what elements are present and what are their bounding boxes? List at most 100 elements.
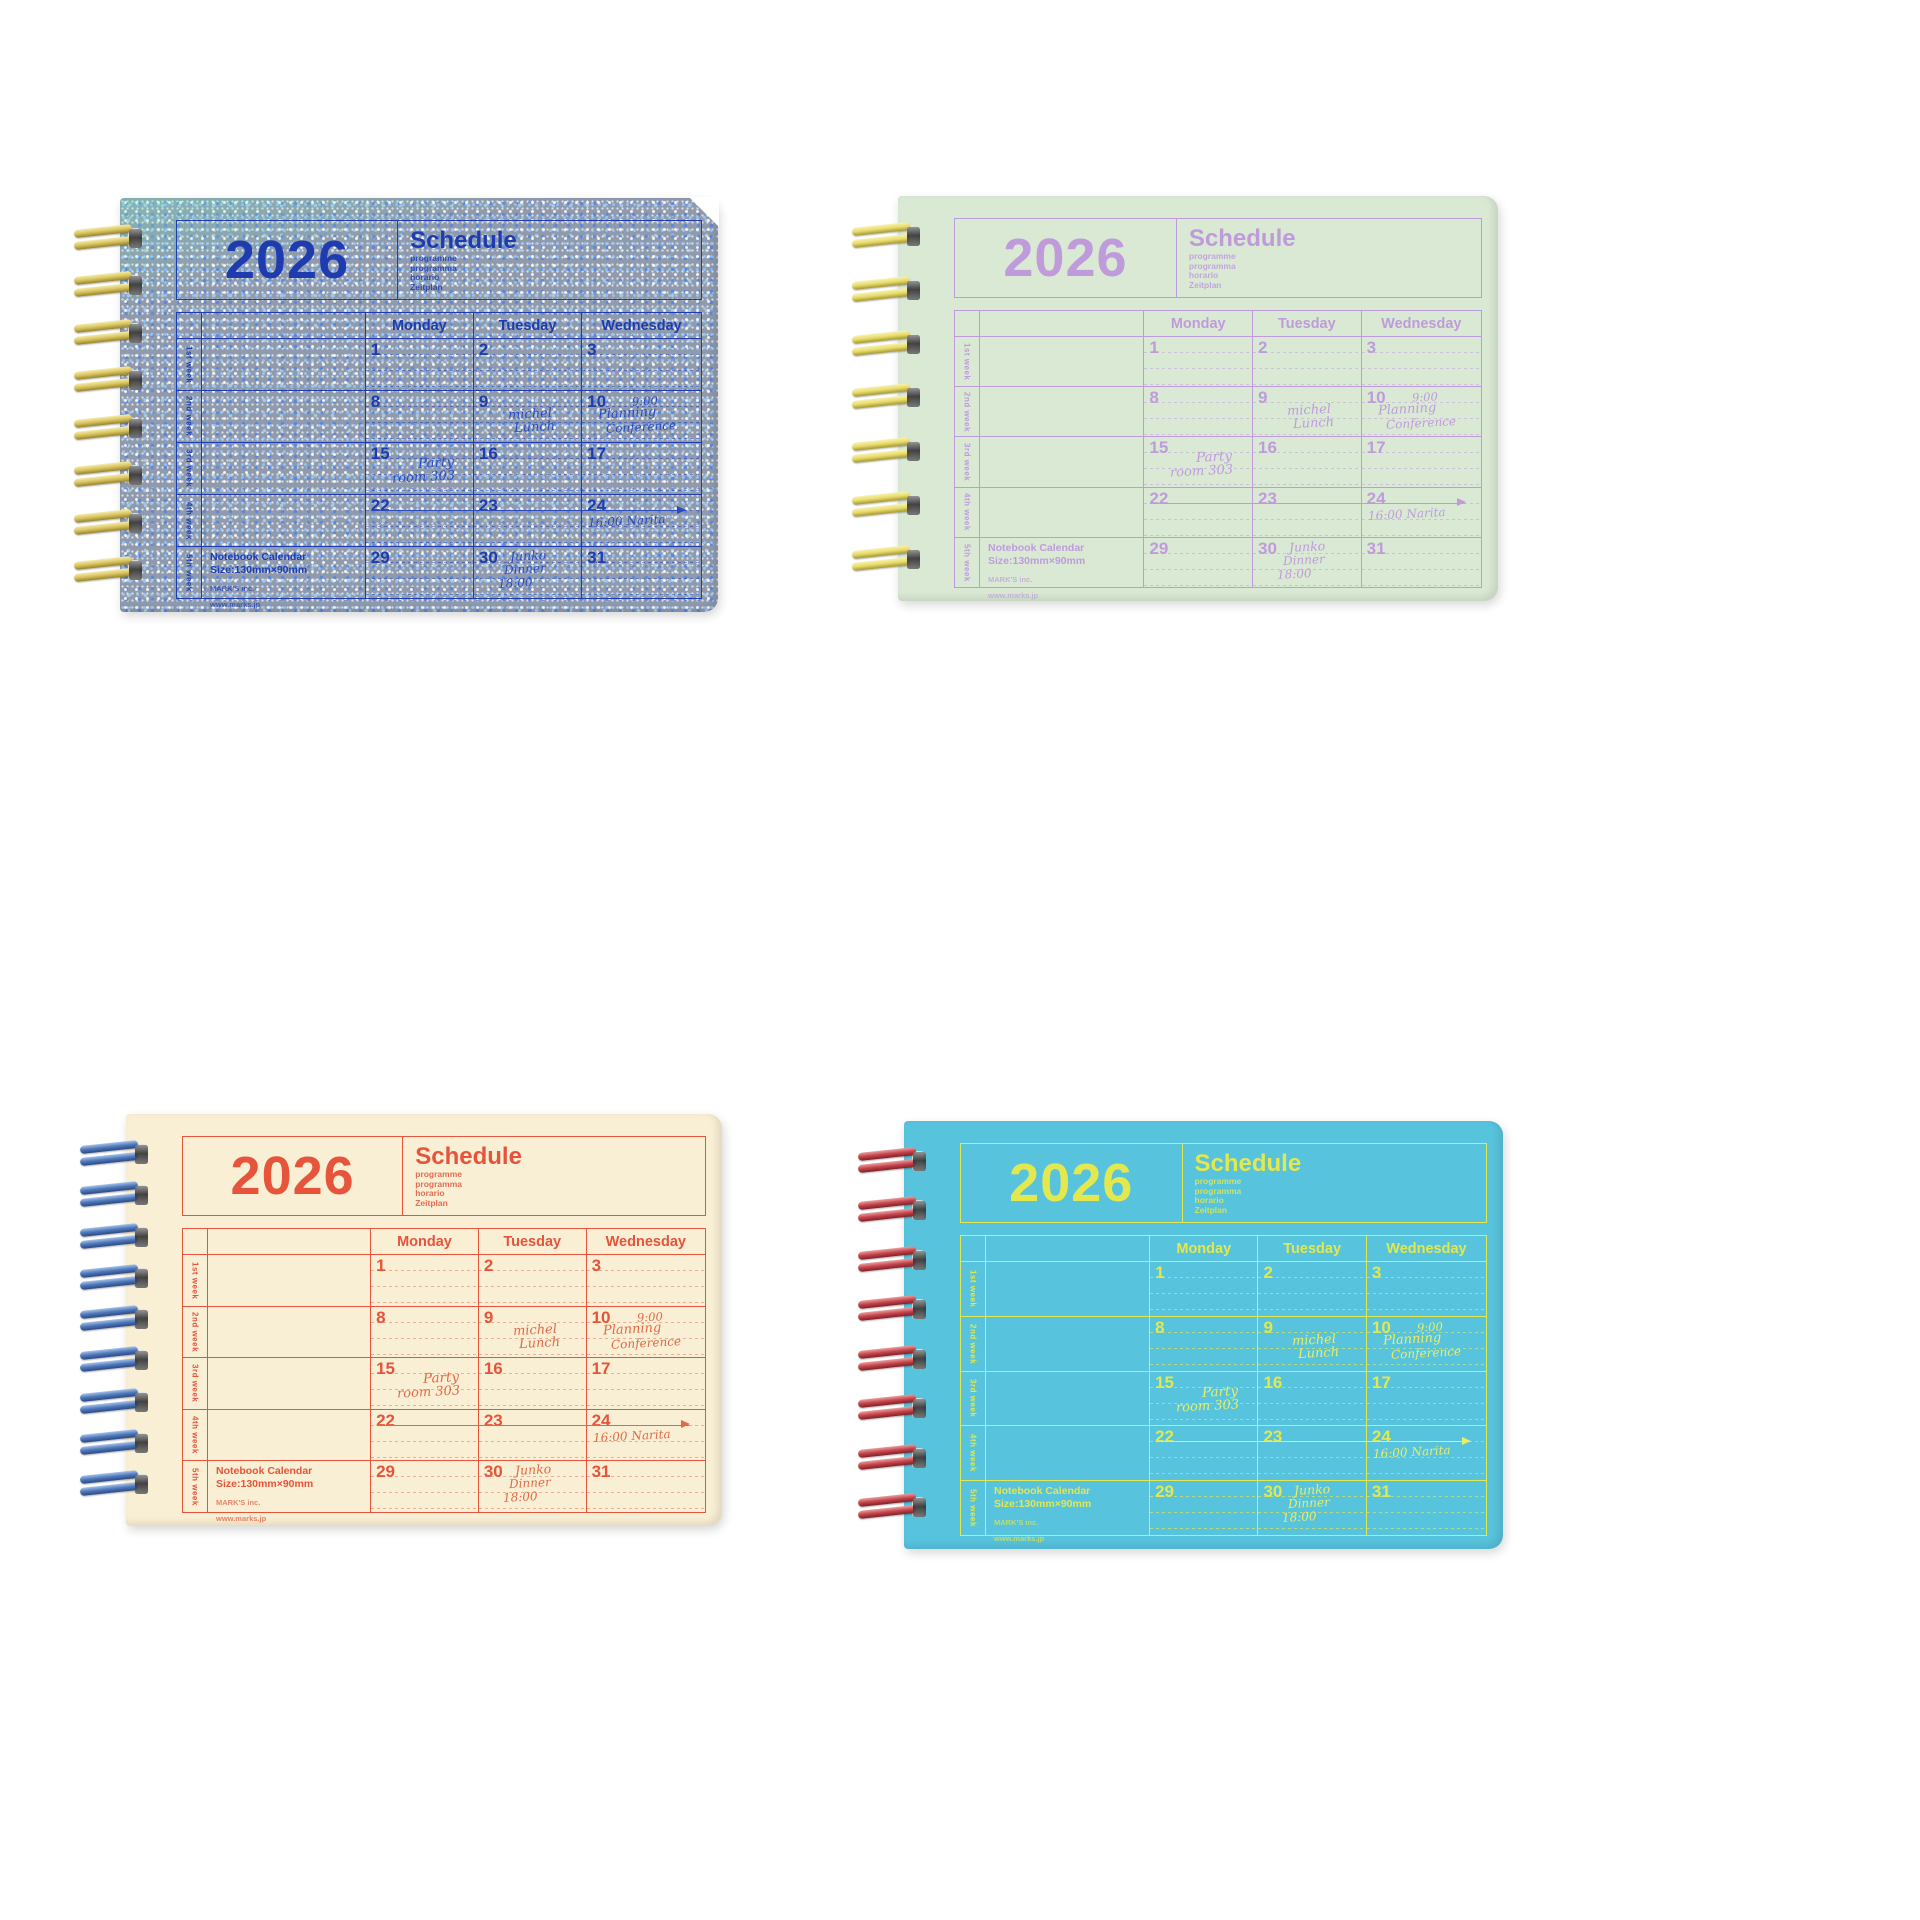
- date-number: 9: [483, 1307, 494, 1327]
- week-label-cell: 4th week: [183, 1408, 207, 1461]
- spiral-coil: [73, 555, 142, 584]
- notes-cell: [979, 436, 1144, 487]
- wire-crimp: [907, 496, 920, 516]
- wire-prong: [79, 1387, 139, 1402]
- date-number: 10: [587, 392, 607, 411]
- date-number: 23: [1258, 488, 1277, 508]
- date-cell: 10 9:00 Planning Conference: [1365, 1315, 1486, 1371]
- wire-prong: [73, 378, 133, 393]
- wire-crimp: [135, 1145, 148, 1164]
- week-label-cell: 4th week: [177, 494, 201, 546]
- date-number: 30: [1263, 1482, 1283, 1502]
- week-label: 2nd week: [184, 396, 194, 437]
- wire-prong: [79, 1440, 139, 1455]
- wire-prong: [79, 1428, 139, 1443]
- date-number: 10: [1371, 1317, 1391, 1337]
- wire-prong: [851, 287, 911, 302]
- footer-size: Size:130mm×90mm: [988, 554, 1086, 567]
- date-number: 31: [1366, 538, 1386, 558]
- calendar-grid: Monday Tuesday Wednesday 1st week 1 2 3 …: [960, 1235, 1487, 1543]
- date-cell: 16: [1257, 1370, 1366, 1426]
- footer-product-name: Notebook Calendar: [994, 1485, 1091, 1498]
- subtitle-line: programme: [1194, 1176, 1242, 1186]
- handwriting-narita: 16:00 Narita: [592, 1426, 671, 1445]
- spiral-coil: [857, 1394, 926, 1422]
- subtitle-line: Zeitplan: [1188, 279, 1222, 290]
- spiral-coil: [79, 1139, 148, 1168]
- wire-crimp: [913, 1349, 926, 1369]
- week-label: 4th week: [968, 1434, 978, 1473]
- date-cell: 23: [477, 1408, 586, 1461]
- wire-prong: [857, 1344, 917, 1359]
- subtitle-line: Zeitplan: [410, 281, 443, 292]
- date-number: 29: [376, 1462, 395, 1482]
- year-cell: 2026: [955, 219, 1177, 297]
- subtitle-line: programma: [410, 262, 457, 273]
- date-cell: 8: [364, 390, 473, 442]
- notes-cell: [207, 1408, 371, 1461]
- week-label: 2nd week: [962, 391, 972, 432]
- day-header-tuesday: Tuesday: [472, 313, 581, 338]
- date-cell: 2: [472, 338, 582, 390]
- date-cell: 8: [1149, 1315, 1258, 1371]
- handwriting-room: room 303: [1170, 462, 1234, 482]
- wire-crimp: [129, 229, 142, 248]
- spiral-coil: [73, 271, 142, 299]
- notes-cell: [985, 1315, 1150, 1371]
- week-label-cell: 3rd week: [955, 436, 979, 486]
- day-header-wednesday: Wednesday: [585, 1229, 705, 1254]
- spiral-coil: [857, 1443, 926, 1472]
- date-number: 10: [591, 1307, 611, 1327]
- calendar-cover-page: 2026 Schedule programme programma horari…: [126, 1114, 722, 1526]
- wire-prong: [857, 1356, 917, 1371]
- date-number: 3: [591, 1256, 602, 1275]
- spiral-coil: [73, 318, 142, 347]
- spiral-coil: [851, 275, 920, 304]
- subtitle-line: horario: [415, 1188, 445, 1198]
- notes-cell: [979, 386, 1144, 437]
- date-cell: 22: [370, 1408, 690, 1461]
- notes-cell: [979, 486, 1144, 537]
- subtitle-line: programma: [1194, 1185, 1242, 1196]
- wire-prong: [73, 283, 133, 298]
- date-cell: 8: [1143, 386, 1253, 437]
- week-label: 1st week: [190, 1261, 200, 1299]
- date-cell: 1: [1149, 1261, 1258, 1316]
- date-cell: 9 michel Lunch: [477, 1305, 586, 1358]
- date-cell: 29: [364, 546, 473, 598]
- wire-prong: [857, 1208, 917, 1223]
- week-label-header: [177, 313, 201, 338]
- date-number: 15: [376, 1359, 395, 1379]
- date-cell: 30 Junko Dinner 18:00: [472, 546, 582, 598]
- wire-prong: [73, 235, 133, 251]
- date-number: 9: [1263, 1317, 1273, 1337]
- notes-header: [985, 1236, 1149, 1261]
- footer-size: Size:130mm×90mm: [210, 564, 308, 576]
- title-cell: Schedule programme programma horario Zei…: [1183, 1144, 1487, 1222]
- date-number: 16: [478, 444, 498, 463]
- wire-crimp: [135, 1351, 148, 1371]
- spiral-binding: [79, 1139, 148, 1498]
- wire-prong: [79, 1193, 139, 1208]
- spiral-coil: [79, 1222, 148, 1251]
- date-number: 29: [370, 548, 390, 567]
- spiral-coil: [857, 1196, 926, 1224]
- notes-cell: [201, 494, 365, 546]
- date-number: 3: [587, 340, 597, 359]
- footer-info: Notebook Calendar Size:130mm×90mm MARK'S…: [202, 547, 365, 609]
- notebook-calendar-holographic-glitter-blue: 2026 Schedule programme programma horari…: [73, 197, 719, 612]
- day-header-wednesday: Wednesday: [1360, 311, 1481, 336]
- date-cell: 10 9:00 Planning Conference: [585, 1305, 705, 1358]
- date-cell: 10 9:00 Planning Conference: [1360, 386, 1481, 437]
- date-cell: 2: [477, 1254, 586, 1306]
- right-arrow-icon: [371, 505, 686, 514]
- date-number: 22: [376, 1410, 395, 1430]
- date-cell: 17: [585, 1357, 705, 1409]
- title-cell: Schedule programme programma horario Zei…: [398, 221, 701, 299]
- date-number: 9: [478, 392, 489, 411]
- date-number: 2: [478, 340, 489, 359]
- date-number: 22: [1149, 488, 1169, 508]
- date-cell: 15 Party room 303: [1143, 436, 1253, 487]
- wire-crimp: [907, 388, 920, 408]
